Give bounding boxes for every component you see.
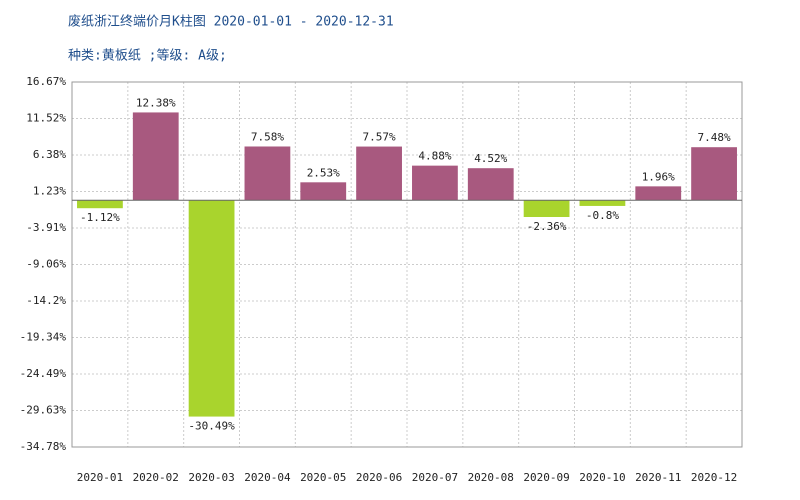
value-label: 1.96% [642, 170, 675, 183]
x-tick-label: 2020-03 [188, 471, 234, 484]
x-tick-label: 2020-12 [691, 471, 737, 484]
bar [412, 165, 458, 201]
x-tick-label: 2020-10 [579, 471, 625, 484]
x-tick-label: 2020-08 [468, 471, 514, 484]
bar [691, 147, 737, 201]
x-tick-label: 2020-07 [412, 471, 458, 484]
y-tick-label: -34.78% [20, 440, 67, 453]
bar [467, 168, 514, 201]
y-tick-label: -9.06% [26, 258, 66, 271]
x-tick-label: 2020-04 [244, 471, 291, 484]
y-tick-label: 11.52% [26, 112, 66, 125]
value-label: 2.53% [307, 166, 340, 179]
y-tick-label: 6.38% [33, 148, 66, 161]
x-tick-label: 2020-01 [77, 471, 123, 484]
value-label: 4.88% [418, 150, 451, 163]
x-tick-label: 2020-02 [133, 471, 179, 484]
chart-title: 废纸浙江终端价月K柱图 2020-01-01 - 2020-12-31 [68, 14, 394, 30]
value-label: 7.48% [698, 131, 731, 144]
bar [77, 200, 123, 209]
bar [579, 200, 626, 206]
bar [523, 200, 570, 218]
y-tick-label: 16.67% [26, 75, 66, 88]
x-tick-label: 2020-11 [635, 471, 681, 484]
value-label: 4.52% [474, 152, 507, 165]
bar [356, 146, 402, 201]
value-label: 7.58% [251, 130, 284, 143]
x-tick-label: 2020-09 [523, 471, 569, 484]
y-tick-label: -14.2% [26, 294, 66, 307]
y-tick-label: -19.34% [20, 330, 67, 343]
value-label: -0.8% [586, 209, 619, 222]
bar [132, 112, 179, 201]
bar [300, 182, 347, 201]
value-label: -2.36% [527, 220, 567, 233]
chart-subtitle: 种类:黄板纸 ;等级: A级; [68, 48, 227, 64]
y-tick-label: -3.91% [26, 221, 66, 234]
bar [188, 200, 235, 417]
y-tick-label: -24.49% [20, 367, 67, 380]
value-label: 12.38% [136, 96, 176, 109]
value-label: -30.49% [188, 420, 235, 433]
bar [635, 186, 682, 201]
bar [244, 146, 291, 201]
y-tick-label: -29.63% [20, 403, 67, 416]
value-label: -1.12% [80, 211, 120, 224]
x-tick-label: 2020-05 [300, 471, 346, 484]
x-tick-label: 2020-06 [356, 471, 402, 484]
value-label: 7.57% [363, 131, 396, 144]
plot-frame [71, 81, 743, 448]
y-tick-label: 1.23% [33, 185, 66, 198]
